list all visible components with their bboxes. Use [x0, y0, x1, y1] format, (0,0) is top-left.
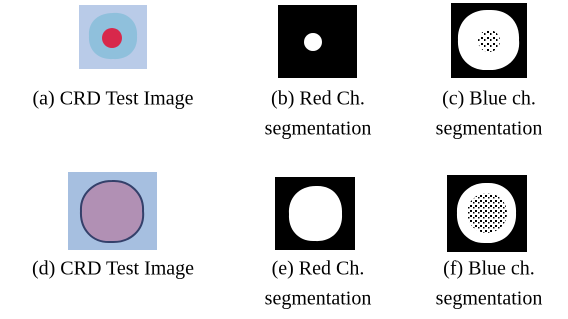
image-e: [275, 177, 355, 250]
caption: segmentation: [265, 288, 372, 310]
image-a: [79, 5, 147, 69]
caption: segmentation: [265, 118, 372, 140]
image-f: [447, 175, 527, 252]
caption: (c) Blue ch.: [442, 88, 536, 110]
caption: (e) Red Ch.: [272, 258, 365, 280]
image-d: [68, 172, 157, 250]
caption: (a) CRD Test Image: [33, 88, 194, 110]
caption: (d) CRD Test Image: [32, 258, 194, 280]
caption: segmentation: [436, 118, 543, 140]
image-b: [278, 5, 357, 78]
caption: segmentation: [436, 288, 543, 310]
caption: (f) Blue ch.: [443, 258, 535, 280]
image-c: [451, 3, 527, 78]
figure: (a) CRD Test Image (b) Red Ch. segmentatio…: [0, 0, 568, 319]
caption: (b) Red Ch.: [271, 88, 365, 110]
